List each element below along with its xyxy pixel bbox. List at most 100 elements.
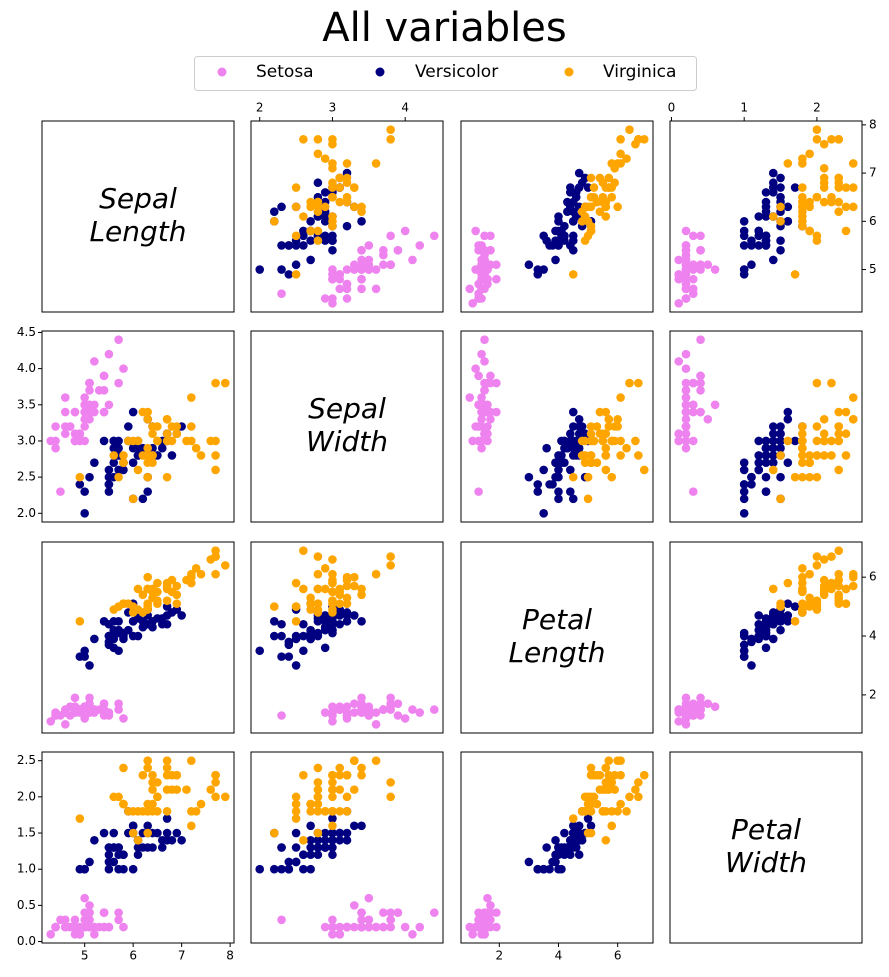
diagonal-label: Width [306, 425, 388, 458]
point [104, 631, 114, 641]
point [610, 770, 619, 780]
point [601, 778, 611, 787]
point [211, 465, 220, 475]
point [747, 472, 756, 482]
y-tick-label: 2 [869, 687, 877, 701]
point [812, 561, 822, 570]
point [812, 192, 822, 202]
point [681, 443, 691, 453]
point [313, 792, 323, 802]
point [819, 436, 829, 446]
point [320, 611, 330, 620]
point [269, 617, 279, 626]
point [128, 443, 138, 453]
point [607, 807, 617, 816]
point [841, 226, 851, 236]
point [320, 835, 330, 845]
point [167, 451, 177, 460]
point [688, 289, 698, 298]
point [211, 552, 220, 561]
panel-frame [669, 751, 863, 944]
point [291, 792, 301, 802]
point [739, 646, 749, 656]
point [674, 270, 684, 279]
point [133, 631, 143, 641]
point [577, 835, 587, 845]
point [841, 407, 851, 417]
point [143, 572, 152, 582]
point [211, 436, 220, 446]
point [357, 245, 366, 255]
point [386, 915, 395, 925]
point [80, 922, 89, 932]
point [768, 608, 778, 617]
point [349, 183, 359, 192]
point [639, 770, 649, 780]
point [342, 581, 352, 591]
point [320, 828, 330, 838]
point [99, 908, 109, 917]
point [162, 763, 172, 773]
point [177, 835, 186, 845]
point [834, 546, 844, 555]
y-tick-label: 5 [869, 262, 877, 276]
point [747, 637, 756, 647]
point [696, 231, 705, 241]
point [104, 619, 114, 629]
point [557, 451, 566, 460]
point [99, 407, 109, 417]
point [631, 436, 640, 446]
point [364, 241, 374, 250]
point [681, 400, 691, 410]
point [681, 226, 691, 236]
point [798, 578, 807, 588]
point [568, 828, 578, 838]
point [124, 436, 133, 446]
point [386, 908, 395, 917]
point [60, 393, 70, 402]
point [408, 705, 417, 714]
point [408, 255, 417, 265]
point [128, 828, 138, 838]
point [269, 602, 279, 611]
point [393, 245, 403, 255]
point [768, 168, 778, 178]
point [790, 436, 800, 446]
point [357, 821, 366, 831]
point [696, 693, 705, 703]
point [586, 821, 596, 831]
point [571, 843, 581, 852]
point [586, 422, 596, 431]
point [349, 821, 359, 831]
point [306, 634, 315, 644]
diagonal-label: Petal [522, 603, 592, 636]
point [172, 581, 182, 591]
point [568, 407, 578, 417]
diagonal-label: Length [508, 636, 605, 669]
y-tick-label: 4 [869, 629, 877, 643]
point [157, 443, 167, 453]
point [313, 135, 323, 144]
point [320, 584, 330, 594]
point [291, 661, 301, 670]
point [162, 785, 172, 794]
point [277, 711, 286, 720]
point [70, 407, 80, 417]
point [827, 436, 836, 446]
point [465, 393, 475, 402]
point [80, 893, 89, 903]
point [783, 578, 793, 588]
point [798, 599, 807, 608]
point [306, 807, 315, 816]
point [371, 708, 381, 717]
point [306, 821, 315, 831]
point [349, 202, 359, 212]
point [328, 159, 337, 168]
point [486, 414, 495, 424]
point [80, 509, 89, 518]
point [328, 814, 337, 823]
point [483, 422, 492, 431]
point [313, 569, 323, 579]
x-tick-label: 1 [740, 101, 748, 115]
point [586, 221, 596, 231]
